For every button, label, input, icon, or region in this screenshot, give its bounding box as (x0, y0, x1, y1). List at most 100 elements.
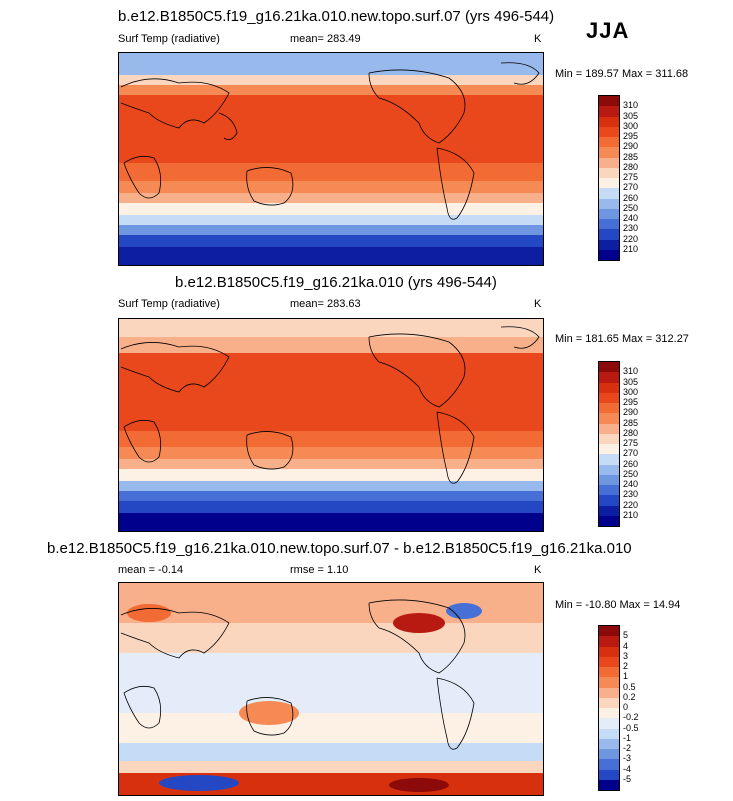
panel1-map (118, 52, 544, 266)
panel1-title: b.e12.B1850C5.f19_g16.21ka.010.new.topo.… (118, 8, 555, 25)
colorbar-tick-label: 220 (623, 233, 639, 244)
panel1-colorbar-cell (599, 96, 619, 107)
panel3-colorbar-cell (599, 749, 619, 760)
colorbar-tick-label: -5 (623, 773, 632, 784)
colorbar-tick-label: 310 (623, 366, 639, 377)
panel3-map (118, 582, 544, 796)
colorbar-tick-label: -2 (623, 743, 632, 753)
panel2-minmax: Min = 181.65 Max = 312.27 (555, 333, 689, 345)
panel1-mean: mean= 283.49 (290, 33, 361, 45)
panel1-minmax: Min = 189.57 Max = 311.68 (555, 68, 689, 80)
panel1-colorbar-cell (599, 249, 619, 260)
panel1-colorbar-cell (599, 208, 619, 219)
panel2-colorbar-cell (599, 392, 619, 403)
colorbar-tick-label: 2 (623, 661, 629, 671)
panel3-colorbar-cell (599, 769, 619, 780)
panel3-colorbar-cell (599, 656, 619, 667)
colorbar-tick-label: 240 (623, 479, 639, 489)
colorbar-tick-label: 4 (623, 640, 629, 651)
colorbar-tick-label: 240 (623, 213, 639, 223)
colorbar-tick-label: 250 (623, 468, 639, 479)
colorbar-tick-label: -3 (623, 753, 632, 764)
panel3-colorbar-cell (599, 687, 619, 698)
colorbar-tick-label: 305 (623, 376, 639, 387)
colorbar-tick-label: 230 (623, 489, 639, 500)
panel2-colorbar-cell (599, 413, 619, 424)
panel3-colorbar-cell (599, 626, 619, 637)
colorbar-tick-label: 280 (623, 161, 639, 172)
panel1-colorbar-cell (599, 229, 619, 240)
colorbar-tick-label: 290 (623, 407, 639, 418)
panel2-colorbar-cell (599, 433, 619, 444)
colorbar-tick-label: 285 (623, 417, 639, 428)
panel1-colorbar-cell (599, 167, 619, 178)
colorbar-tick-label: 210 (623, 243, 639, 254)
panel2-variable: Surf Temp (radiative) (118, 298, 220, 310)
colorbar-tick-label: 3 (623, 650, 629, 661)
panel3-colorbar-cell (599, 759, 619, 770)
panel2-mean: mean= 283.63 (290, 298, 361, 310)
colorbar-tick-label: -4 (623, 763, 632, 774)
panel3-colorbar-cell (599, 728, 619, 739)
colorbar-tick-label: 270 (623, 182, 639, 193)
panel3-colorbar-cell (599, 718, 619, 729)
panel1-units: K (534, 33, 542, 45)
panel1-colorbar-cell (599, 178, 619, 189)
panel1-colorbar-cell (599, 188, 619, 199)
panel2-title: b.e12.B1850C5.f19_g16.21ka.010 (yrs 496-… (175, 274, 497, 291)
panel1-colorbar-cell (599, 198, 619, 209)
panel1-colorbar-cell (599, 157, 619, 168)
panel2-map (118, 318, 544, 532)
panel2-colorbar-cell (599, 403, 619, 414)
colorbar-tick-label: 220 (623, 499, 639, 510)
colorbar-tick-label: 250 (623, 202, 639, 213)
panel2-colorbar-cell (599, 485, 619, 496)
panel1-colorbar-cell (599, 137, 619, 148)
colorbar-tick-label: 290 (623, 141, 639, 152)
panel3-rmse: rmse = 1.10 (290, 564, 349, 576)
colorbar-tick-label: 275 (623, 438, 639, 448)
panel1-colorbar-cell (599, 239, 619, 250)
panel3-colorbar-cell (599, 738, 619, 749)
panel2-units: K (534, 298, 542, 310)
panel3-colorbar-cell (599, 697, 619, 708)
colorbar-tick-label: -0.5 (623, 722, 639, 733)
panel1-colorbar-cell (599, 116, 619, 127)
panel3-title: b.e12.B1850C5.f19_g16.21ka.010.new.topo.… (47, 540, 632, 557)
colorbar-tick-label: 1 (623, 671, 629, 682)
panel3-minmax: Min = -10.80 Max = 14.94 (555, 599, 681, 611)
colorbar-tick-label: 310 (623, 100, 639, 111)
colorbar-tick-label: 0.5 (623, 681, 636, 692)
colorbar-tick-label: 285 (623, 151, 639, 162)
panel3-units: K (534, 564, 542, 576)
panel2-colorbar-cell (599, 423, 619, 434)
panel3-colorbar-cell (599, 636, 619, 647)
panel3-colorbar-cell (599, 708, 619, 719)
panel3-colorbar-cell (599, 667, 619, 678)
panel2-colorbar-cell (599, 362, 619, 373)
colorbar-tick-label: 280 (623, 427, 639, 438)
panel1-colorbar-cell (599, 147, 619, 158)
panel2-colorbar-cell (599, 515, 619, 526)
colorbar-tick-label: 275 (623, 172, 639, 182)
panel2-colorbar-cell (599, 382, 619, 393)
colorbar-tick-label: 5 (623, 630, 629, 641)
colorbar-tick-label: 300 (623, 386, 639, 397)
colorbar-tick-label: 230 (623, 223, 639, 234)
panel2-colorbar-cell (599, 372, 619, 383)
colorbar-tick-label: 0 (623, 702, 629, 712)
colorbar-tick-label: 260 (623, 192, 639, 203)
colorbar-tick-label: -0.2 (623, 712, 639, 723)
panel1-variable: Surf Temp (radiative) (118, 33, 220, 45)
panel2-colorbar-cell (599, 464, 619, 475)
panel3-mean: mean = -0.14 (118, 564, 184, 576)
colorbar-tick-label: 270 (623, 448, 639, 459)
colorbar-tick-label: -1 (623, 732, 632, 743)
panel1-colorbar (598, 95, 620, 261)
panel1-colorbar-cell (599, 219, 619, 230)
panel3-colorbar (598, 625, 620, 791)
panel2-colorbar (598, 361, 620, 527)
season-label: JJA (586, 18, 630, 43)
colorbar-tick-label: 0.2 (623, 691, 636, 702)
colorbar-tick-label: 295 (623, 131, 639, 141)
